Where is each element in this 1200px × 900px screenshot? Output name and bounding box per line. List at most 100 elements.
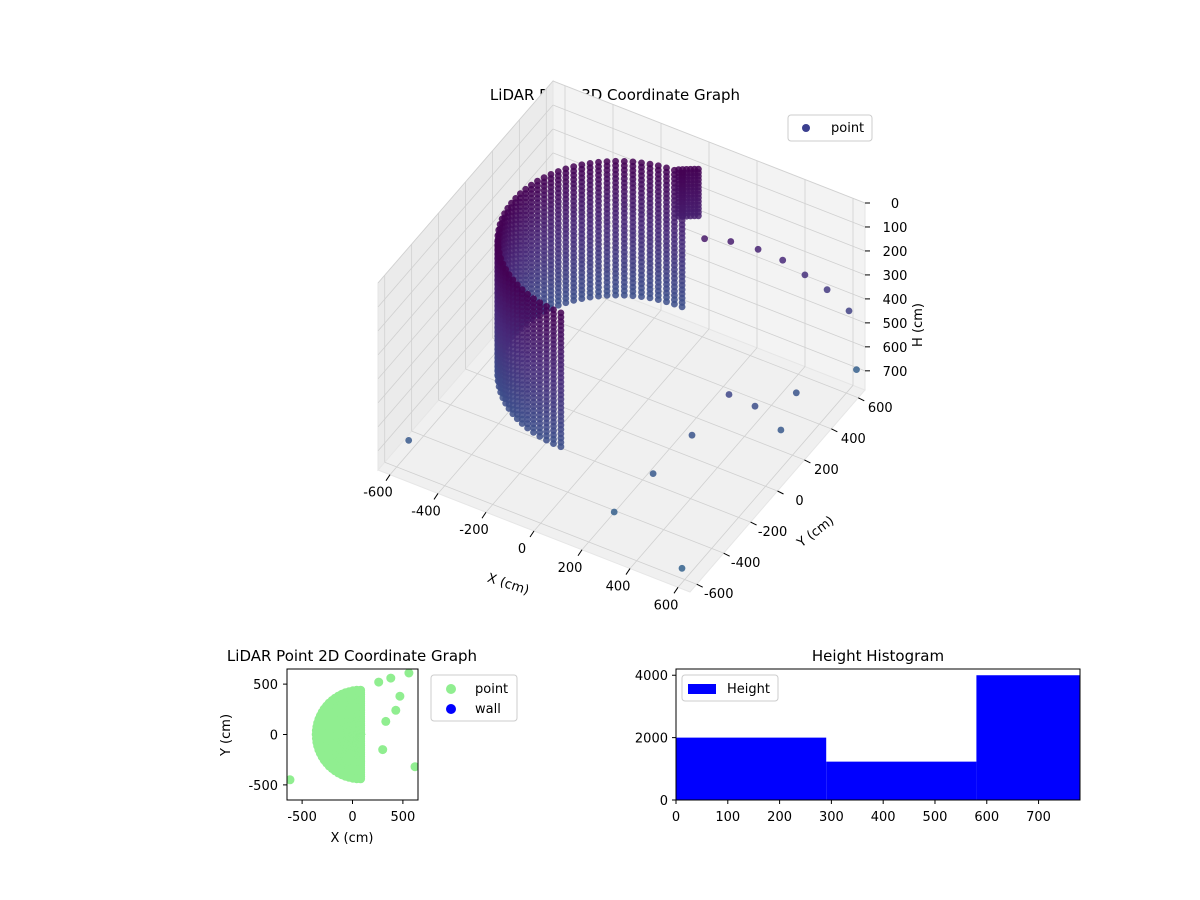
plot-2d-xlabel: X (cm) bbox=[331, 831, 374, 846]
point-3d bbox=[570, 297, 578, 304]
h-tick-label-3d: 700 bbox=[883, 365, 908, 380]
point-3d bbox=[678, 303, 686, 311]
plot-2d-legend: point wall bbox=[430, 674, 518, 722]
y-tick-label-3d: 400 bbox=[841, 432, 866, 447]
legend-wall-marker-2d bbox=[446, 704, 456, 714]
x-tick-3d bbox=[577, 549, 583, 557]
plot-2d-points bbox=[287, 669, 418, 785]
point-3d bbox=[629, 292, 637, 300]
point-3d bbox=[550, 440, 557, 447]
histogram-bar bbox=[976, 675, 1080, 800]
point-2d bbox=[287, 775, 295, 785]
point-3d bbox=[777, 426, 785, 434]
x-tick-3d bbox=[529, 530, 535, 538]
plot-3d-ylabel: Y (cm) bbox=[794, 514, 837, 552]
x-tick-3d bbox=[673, 587, 679, 594]
histogram-bar bbox=[826, 761, 977, 800]
histogram-ticks: 0 100 200 300 400 500 600 700 0 2000 4000 bbox=[635, 669, 1051, 825]
grid-y-floor bbox=[411, 430, 724, 554]
legend-frame bbox=[787, 114, 873, 142]
y-tick-label-hist: 0 bbox=[660, 794, 668, 809]
grid-h-back bbox=[552, 128, 866, 252]
histogram-bars bbox=[676, 675, 1080, 800]
h-tick-label-3d: 300 bbox=[883, 269, 908, 284]
plot-3d: LiDAR Point 3D Coordinate Graph -600 -400… bbox=[363, 79, 926, 613]
x-tick-label-hist: 700 bbox=[1026, 810, 1051, 825]
y-tick-3d bbox=[804, 459, 811, 464]
x-tick-label-hist: 200 bbox=[767, 810, 792, 825]
legend-point-marker bbox=[802, 124, 810, 132]
x-tick-label-2d: 500 bbox=[390, 810, 415, 825]
legend-point-marker-2d bbox=[446, 684, 456, 694]
point-3d bbox=[603, 292, 611, 299]
point-3d bbox=[823, 286, 831, 294]
y-tick-label-3d: 200 bbox=[814, 463, 839, 478]
y-tick-3d bbox=[750, 521, 757, 526]
y-tick-label-hist: 4000 bbox=[635, 669, 668, 684]
point-3d bbox=[671, 300, 678, 308]
point-2d bbox=[374, 677, 384, 687]
point-3d bbox=[518, 420, 526, 427]
point-3d bbox=[751, 402, 759, 410]
x-tick-label-2d: -500 bbox=[287, 810, 317, 825]
x-tick-label-hist: 500 bbox=[923, 810, 948, 825]
grid-h-left bbox=[377, 80, 554, 284]
h-tick-label-3d: 500 bbox=[883, 317, 908, 332]
point-3d bbox=[701, 235, 708, 243]
grid-h-left bbox=[377, 104, 554, 308]
plot-3d-points bbox=[405, 157, 860, 572]
grid-y-floor bbox=[384, 461, 697, 585]
x-tick-label-hist: 0 bbox=[672, 810, 680, 825]
point-3d bbox=[678, 564, 686, 572]
plot-3d-xlabel: X (cm) bbox=[485, 571, 531, 599]
y-tick-3d bbox=[858, 397, 865, 402]
y-tick-label-2d: -500 bbox=[248, 779, 278, 794]
y-tick-label-hist: 2000 bbox=[635, 732, 668, 747]
histogram-bar bbox=[676, 737, 827, 800]
point-2d bbox=[378, 745, 388, 755]
plot-3d-ticks: -600 -400 -200 0 200 400 600 -600 -400 -200 0 200 40… bbox=[363, 197, 907, 613]
point-3d bbox=[654, 296, 662, 303]
histogram-frame bbox=[675, 668, 1081, 801]
legend-height-swatch bbox=[688, 684, 716, 694]
plot-2d-ylabel: Y (cm) bbox=[219, 714, 234, 757]
point-3d bbox=[688, 431, 696, 439]
x-tick-3d bbox=[481, 511, 487, 519]
y-tick-label-3d: 600 bbox=[868, 401, 893, 416]
x-tick-label-hist: 300 bbox=[819, 810, 844, 825]
grid-h-back bbox=[552, 80, 866, 204]
x-tick-label-hist: 100 bbox=[715, 810, 740, 825]
point-3d bbox=[620, 291, 628, 299]
point-2d bbox=[381, 716, 391, 726]
point-3d bbox=[524, 424, 531, 432]
x-tick-label-hist: 600 bbox=[974, 810, 999, 825]
plot-3d-zlabel: H (cm) bbox=[911, 303, 926, 347]
point-3d bbox=[663, 298, 670, 306]
point-3d bbox=[557, 443, 565, 451]
y-tick-3d bbox=[831, 428, 838, 433]
y-tick-label-3d: -400 bbox=[731, 556, 761, 571]
point-3d bbox=[779, 256, 787, 264]
point-2d bbox=[391, 705, 401, 715]
point-2d bbox=[410, 762, 418, 772]
x-tick-3d bbox=[385, 474, 391, 481]
plot-3d-legend: point bbox=[787, 114, 873, 142]
point-3d bbox=[853, 366, 860, 373]
point-2d bbox=[404, 669, 414, 678]
point-3d bbox=[536, 433, 544, 440]
h-tick-label-3d: 600 bbox=[883, 341, 908, 356]
y-tick-3d bbox=[696, 583, 703, 588]
legend-frame-hist bbox=[681, 674, 779, 702]
h-tick-label-3d: 400 bbox=[883, 293, 908, 308]
y-tick-label-2d: 0 bbox=[270, 729, 278, 744]
point-3d bbox=[792, 389, 800, 397]
legend-wall-label-2d: wall bbox=[475, 702, 501, 717]
point-3d bbox=[725, 391, 733, 398]
point-3d bbox=[530, 429, 537, 436]
plot-2d: LiDAR Point 2D Coordinate Graph -500 0 500… bbox=[219, 647, 518, 846]
plot-3d-panes bbox=[377, 79, 866, 593]
h-tick-label-3d: 100 bbox=[883, 221, 908, 236]
histogram-legend: Height bbox=[681, 674, 779, 702]
x-tick-label-3d: 200 bbox=[558, 561, 583, 576]
